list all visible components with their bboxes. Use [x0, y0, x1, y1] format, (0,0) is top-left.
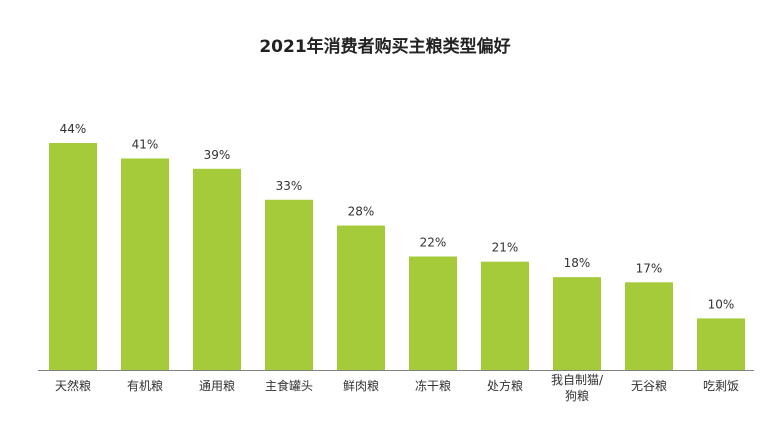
- data-label: 41%: [132, 137, 159, 151]
- bar: [49, 143, 97, 370]
- tick-label: 处方粮: [487, 378, 523, 393]
- bar: [553, 277, 601, 370]
- tick-label: 吃剩饭: [703, 379, 739, 393]
- tick-label: 我自制猫/狗粮: [551, 373, 604, 403]
- data-label: 28%: [348, 205, 375, 219]
- data-label: 44%: [60, 122, 87, 136]
- bar: [481, 261, 529, 370]
- tick-label: 冻干粮: [415, 378, 451, 393]
- chart-title: 2021年消费者购买主粮类型偏好: [259, 37, 511, 57]
- bar: [625, 282, 673, 370]
- bar: [121, 158, 169, 370]
- tick-label: 主食罐头: [265, 378, 313, 393]
- data-label: 18%: [564, 256, 591, 270]
- data-label: 17%: [636, 261, 663, 275]
- data-label: 21%: [492, 241, 519, 255]
- tick-label: 鲜肉粮: [343, 378, 379, 393]
- data-label: 22%: [420, 236, 447, 250]
- tick-label: 有机粮: [127, 378, 163, 393]
- bar: [193, 168, 241, 370]
- bar: [337, 225, 385, 370]
- data-label: 39%: [204, 148, 231, 162]
- tick-label: 天然粮: [55, 378, 91, 393]
- tick-label: 通用粮: [199, 378, 235, 393]
- data-label: 33%: [276, 179, 303, 193]
- bar: [409, 256, 457, 370]
- bar: [697, 318, 745, 370]
- tick-label: 无谷粮: [631, 378, 667, 393]
- data-label: 10%: [708, 297, 735, 311]
- bar: [265, 199, 313, 370]
